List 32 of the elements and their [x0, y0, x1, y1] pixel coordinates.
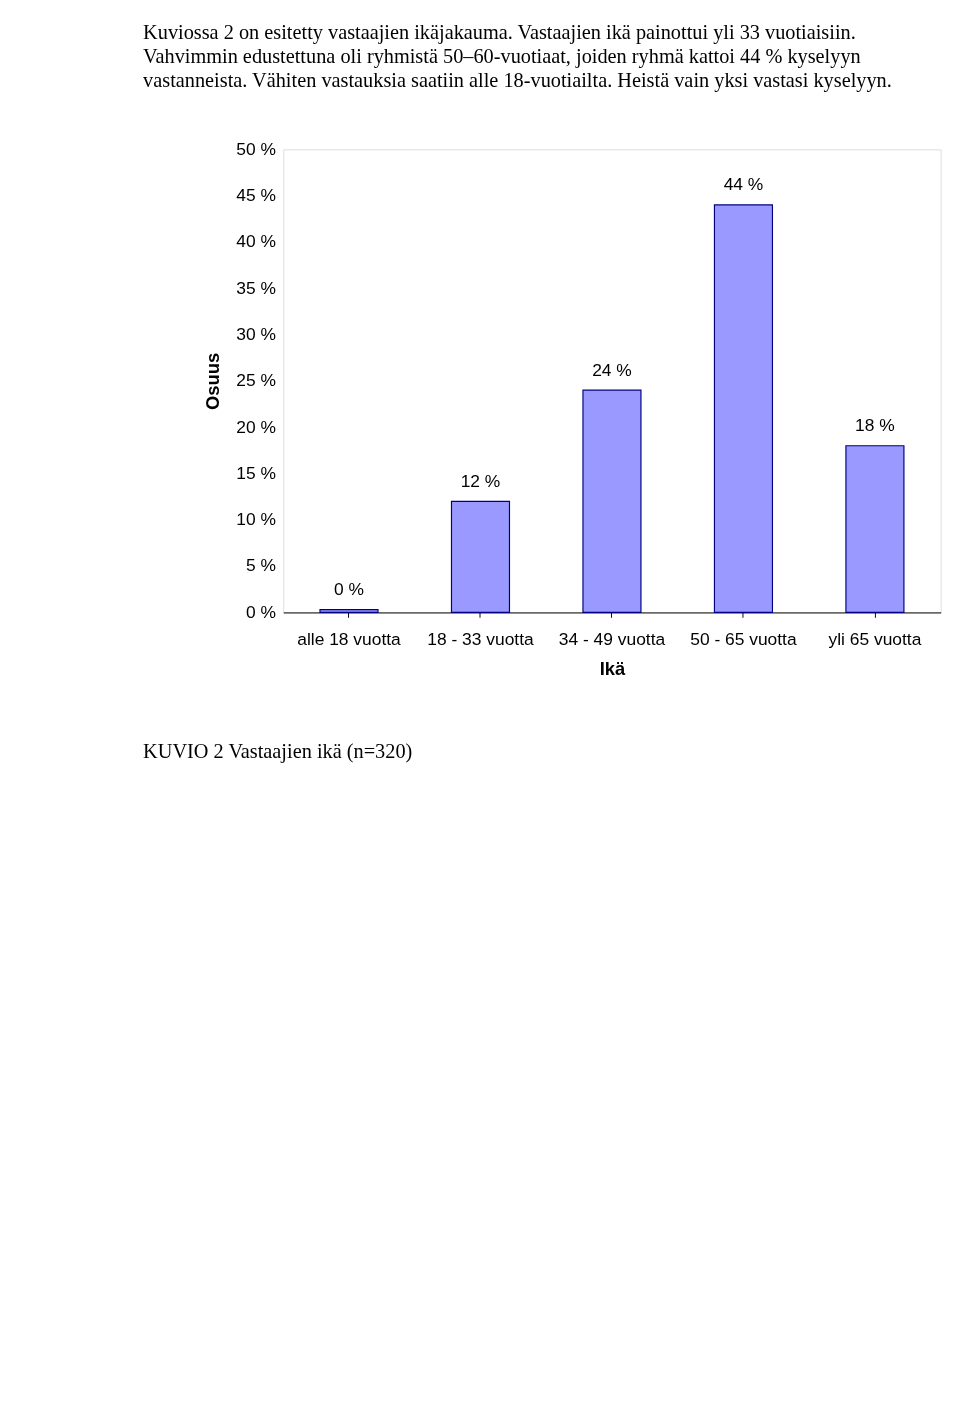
- data-label: 18 %: [855, 415, 895, 436]
- y-axis-title: Osuus: [201, 352, 223, 410]
- y-tick-label: 0 %: [246, 601, 277, 622]
- x-axis-title: Ikä: [599, 657, 626, 679]
- data-label: 44 %: [723, 174, 764, 195]
- bar: [319, 609, 379, 614]
- data-label: 12 %: [460, 470, 501, 491]
- y-tick-label: 15 %: [236, 462, 277, 483]
- x-tick-label: alle 18 vuotta: [297, 628, 402, 649]
- bar: [713, 204, 774, 614]
- y-tick-label: 10 %: [236, 509, 277, 530]
- x-tick-label: yli 65 vuotta: [828, 628, 922, 649]
- text: Kuviossa 2 on esitetty vastaajien ikäjakauma. Vastaajien ikä painottui yli 33 vuotiaisiin.: [143, 21, 856, 45]
- y-tick-label: 40 %: [236, 231, 277, 252]
- x-tick-label: 34 - 49 vuotta: [558, 628, 666, 649]
- data-label: 24 %: [592, 359, 632, 380]
- y-tick-label: 50 %: [236, 138, 277, 159]
- text: Vahvimmin edustettuna oli ryhmistä 50–60-vuotiaat, joiden ryhmä kattoi 44 % kyselyyn: [143, 45, 861, 69]
- y-tick-label: 45 %: [236, 184, 277, 205]
- data-label: 0 %: [334, 579, 364, 600]
- y-tick-label: 25 %: [236, 370, 277, 391]
- y-tick-label: 20 %: [236, 416, 277, 437]
- y-tick-label: 5 %: [246, 555, 277, 576]
- y-tick-label: 30 %: [236, 323, 277, 344]
- y-tick-label: 35 %: [236, 277, 277, 298]
- bar: [450, 500, 511, 614]
- text: vastanneista. Vähiten vastauksia saatiin alle 18-vuotiailta. Heistä vain yksi vastasi kyselyyn.: [143, 69, 892, 93]
- x-tick-label: 18 - 33 vuotta: [427, 628, 534, 649]
- bar: [582, 389, 642, 614]
- bar: [845, 445, 905, 614]
- x-tick-label: 50 - 65 vuotta: [690, 628, 797, 649]
- text: KUVIO 2 Vastaajien ikä (n=320): [143, 740, 413, 764]
